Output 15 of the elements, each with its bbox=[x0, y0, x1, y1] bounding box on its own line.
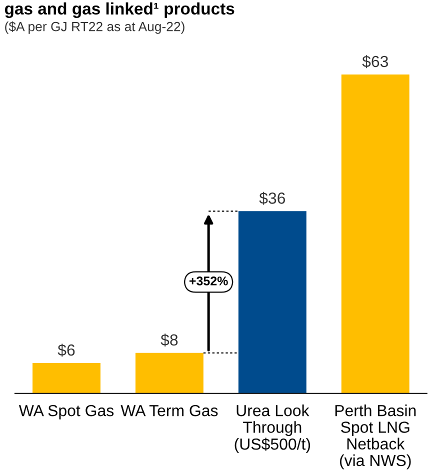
chart-subtitle: ($A per GJ RT22 as at Aug-22) bbox=[5, 21, 184, 34]
data-label: $6 bbox=[58, 344, 75, 357]
bar bbox=[341, 74, 410, 394]
bar bbox=[32, 363, 100, 394]
x-tick-label: WA Term Gas bbox=[120, 404, 218, 416]
x-tick-label: Urea Look Through (US$500/t) bbox=[234, 404, 310, 453]
data-label: $36 bbox=[259, 192, 286, 205]
x-tick-label: Perth Basin Spot LNG Netback (via NWS) bbox=[335, 404, 416, 470]
data-label: $63 bbox=[362, 55, 388, 68]
bar bbox=[238, 211, 306, 394]
chart-title: gas and gas linked¹ products bbox=[4, 2, 234, 18]
bar bbox=[135, 352, 204, 394]
x-tick-label: WA Spot Gas bbox=[18, 404, 114, 420]
annotation: +352% bbox=[189, 276, 228, 286]
data-label: $8 bbox=[160, 334, 178, 347]
